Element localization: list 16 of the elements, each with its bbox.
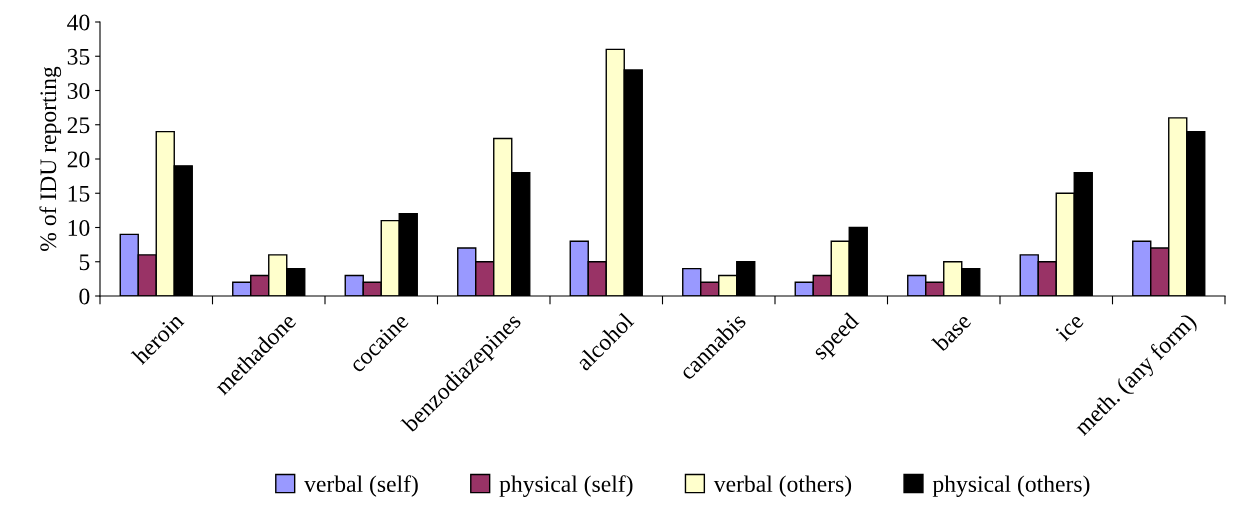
legend-label: physical (self) xyxy=(499,475,633,497)
legend-label: verbal (self) xyxy=(304,475,418,497)
y-tick-label: 30 xyxy=(67,82,90,99)
legend-label: physical (others) xyxy=(932,475,1090,497)
y-axis-title: % of IDU reporting xyxy=(39,66,62,251)
y-tick-label: 0 xyxy=(79,288,90,305)
y-tick-label: 10 xyxy=(68,219,90,236)
y-tick-label: 15 xyxy=(68,185,90,202)
y-tick-label: 40 xyxy=(67,14,90,31)
x-tick-label: ice xyxy=(1054,312,1085,342)
y-tick-label: 5 xyxy=(79,254,90,271)
y-tick-label: 35 xyxy=(67,48,90,65)
y-tick-label: 20 xyxy=(67,151,90,168)
x-tick-label: base xyxy=(930,311,972,353)
legend-label: verbal (others) xyxy=(713,475,852,497)
y-tick-label: 25 xyxy=(67,117,90,134)
